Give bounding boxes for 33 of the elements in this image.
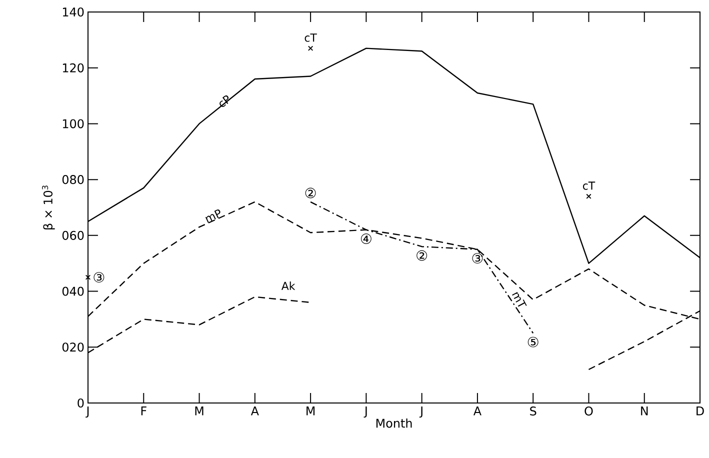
x-tick-label: F: [141, 406, 146, 416]
y-tick-label: 100: [62, 119, 84, 128]
data-label: ⑤: [528, 336, 538, 348]
data-label: ②: [305, 188, 316, 198]
x-tick-label: A: [250, 406, 259, 416]
text: mP: [205, 210, 220, 223]
series-label: Ak: [281, 282, 296, 290]
data-label: ④: [360, 234, 372, 244]
y-tick-label: 0: [78, 398, 84, 408]
x-tick-label: O: [584, 406, 593, 416]
x-tick-label: S: [530, 406, 536, 416]
x-tick-label: D: [696, 406, 704, 416]
x-tick-label: J: [86, 406, 89, 418]
text: mT: [512, 292, 527, 307]
y-tick-label: 060: [62, 230, 84, 240]
data-label: ③: [472, 253, 483, 264]
x-tick-label: J: [419, 406, 422, 418]
y-axis-title: β × 10$^{3}$: [42, 186, 55, 230]
y-tick-label: 140: [62, 7, 84, 17]
x-axis-title: Month: [376, 418, 412, 428]
x-tick-label: J: [364, 406, 367, 418]
x-tick-label: A: [473, 406, 482, 416]
y-tick-label: 120: [62, 63, 84, 72]
y-tick-label: 020: [62, 342, 84, 352]
legend-label: cT: [304, 34, 317, 42]
x-tick-label: M: [195, 406, 204, 416]
data-label: ③: [94, 272, 104, 283]
text: cT: [582, 182, 596, 190]
y-tick-label: 040: [62, 286, 84, 296]
x-tick-label: M: [306, 406, 315, 416]
y-tick-label: 080: [62, 175, 84, 184]
x-tick-label: N: [641, 406, 648, 416]
data-label: ②: [416, 250, 428, 261]
